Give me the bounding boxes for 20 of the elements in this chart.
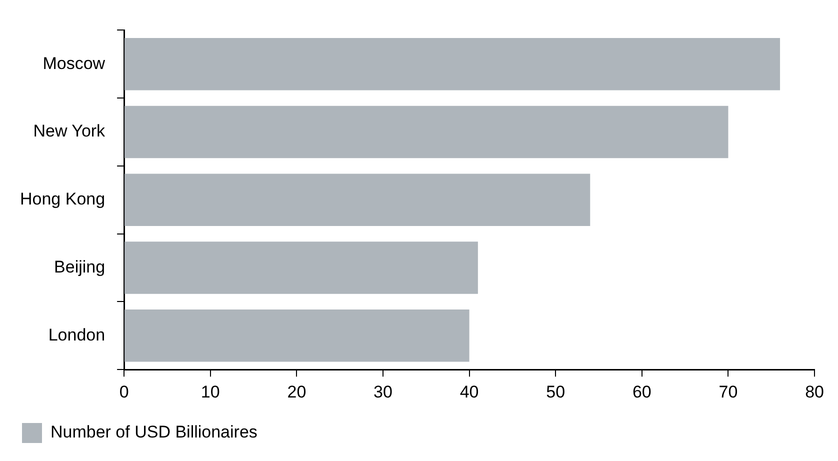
y-tick-label: Beijing: [54, 257, 106, 276]
bar: [124, 242, 478, 294]
x-tick-label: 10: [200, 382, 220, 402]
bar: [124, 174, 590, 226]
x-tick-label: 70: [718, 382, 738, 402]
bar: [124, 38, 780, 90]
x-tick-label: 0: [119, 382, 129, 402]
x-tick-label: 50: [546, 382, 566, 402]
y-tick-label: London: [48, 325, 106, 344]
y-tick-label: Moscow: [42, 54, 106, 73]
x-tick-label: 60: [632, 382, 652, 402]
bar: [124, 310, 470, 362]
x-tick-label: 40: [460, 382, 479, 402]
legend-label: Number of USD Billionaires: [50, 422, 258, 442]
x-tick-label: 30: [374, 382, 392, 402]
y-tick-label: Hong Kong: [20, 190, 106, 209]
x-tick-label: 20: [287, 382, 306, 402]
bar: [124, 106, 728, 158]
x-tick-label: 80: [805, 382, 824, 402]
y-tick-label: New York: [33, 122, 106, 141]
